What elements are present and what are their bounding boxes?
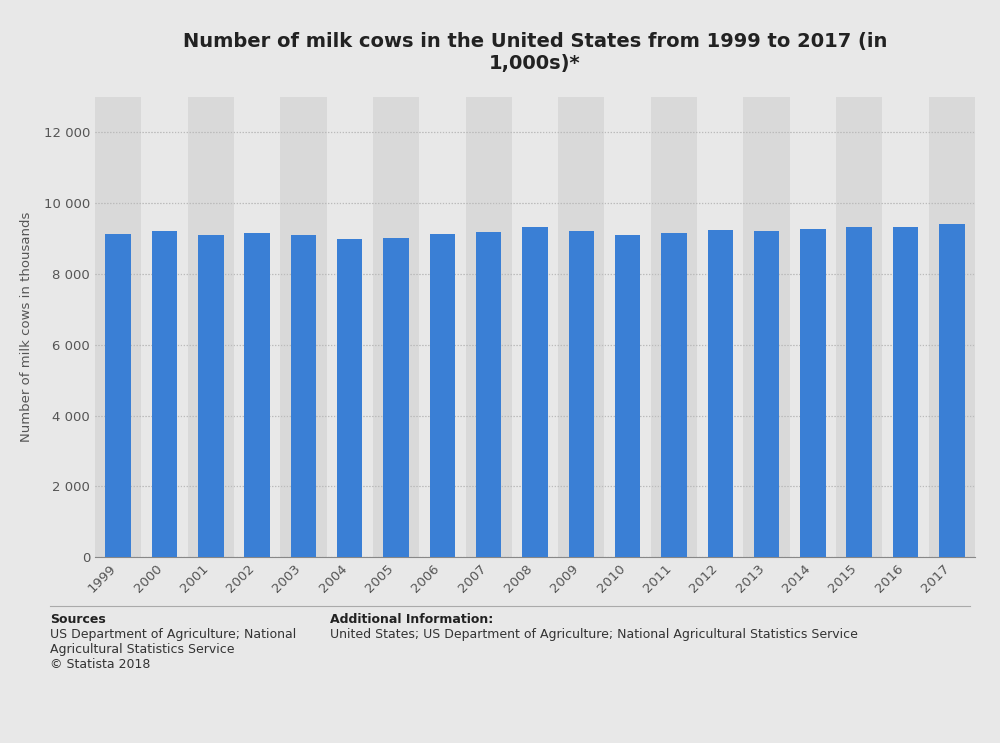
Title: Number of milk cows in the United States from 1999 to 2017 (in
1,000s)*: Number of milk cows in the United States… [183, 32, 887, 73]
Bar [604, 97, 651, 557]
Bar [152, 231, 177, 557]
Bar [708, 230, 733, 557]
Bar [846, 227, 872, 557]
Text: US Department of Agriculture; National
Agricultural Statistics Service
© Statist: US Department of Agriculture; National A… [50, 628, 296, 671]
Bar [198, 235, 224, 557]
Bar [373, 97, 419, 557]
Bar [188, 97, 234, 557]
Bar [790, 97, 836, 557]
Bar [743, 97, 790, 557]
Bar [939, 224, 965, 557]
Bar [383, 239, 409, 557]
Text: Sources: Sources [50, 613, 106, 626]
Bar [800, 229, 826, 557]
Bar [893, 227, 918, 557]
Bar [419, 97, 466, 557]
Text: United States; US Department of Agriculture; National Agricultural Statistics Se: United States; US Department of Agricult… [330, 628, 858, 640]
Bar [95, 97, 141, 557]
Bar [569, 231, 594, 557]
Bar [836, 97, 882, 557]
Y-axis label: Number of milk cows in thousands: Number of milk cows in thousands [20, 212, 33, 442]
Bar [882, 97, 929, 557]
Bar [522, 227, 548, 557]
Bar [327, 97, 373, 557]
Bar [291, 236, 316, 557]
Bar [661, 233, 687, 557]
Bar [615, 236, 640, 557]
Bar [558, 97, 604, 557]
Bar [234, 97, 280, 557]
Bar [466, 97, 512, 557]
Bar [430, 233, 455, 557]
Bar [244, 233, 270, 557]
Bar [512, 97, 558, 557]
Text: Additional Information:: Additional Information: [330, 613, 493, 626]
Bar [754, 230, 779, 557]
Bar [476, 232, 501, 557]
Bar [105, 234, 131, 557]
Bar [929, 97, 975, 557]
Bar [651, 97, 697, 557]
Bar [697, 97, 743, 557]
Bar [280, 97, 327, 557]
Bar [337, 239, 362, 557]
Bar [141, 97, 188, 557]
